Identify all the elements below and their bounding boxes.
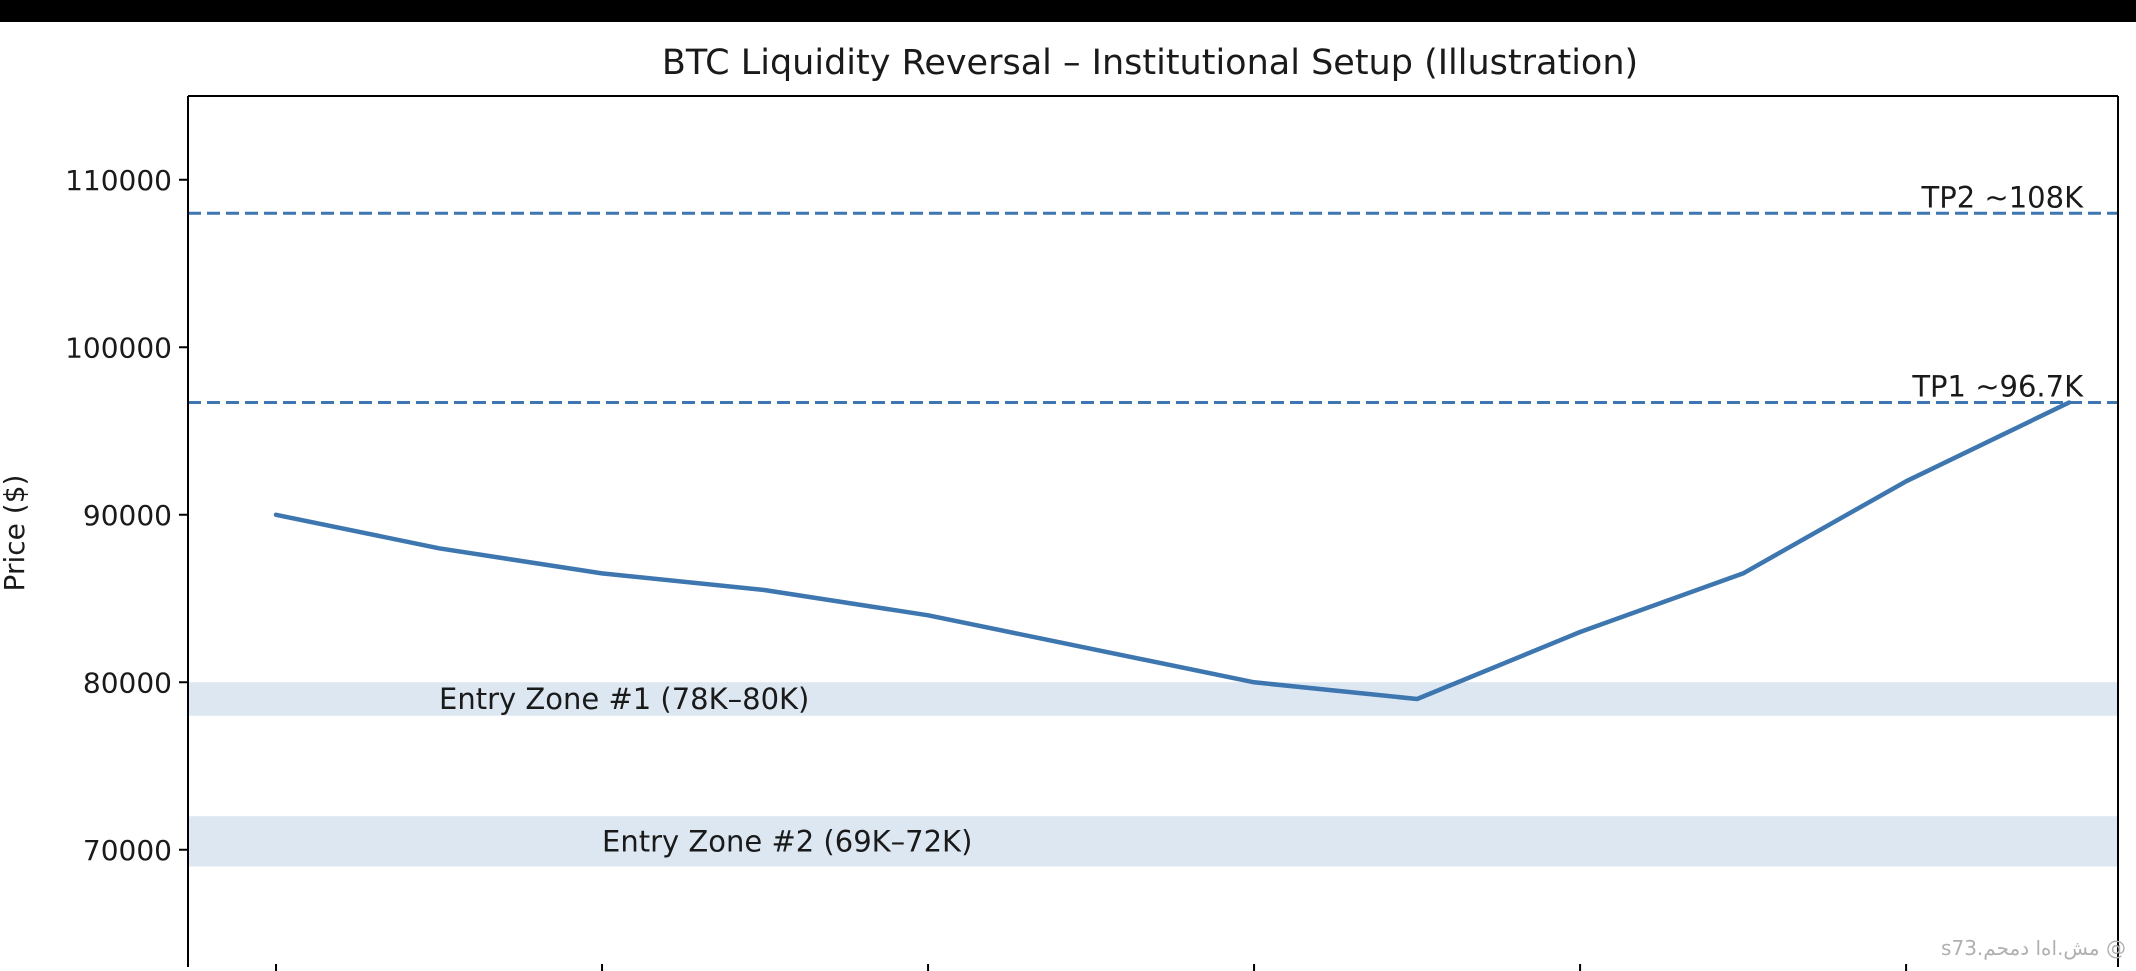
annotations: Entry Zone #1 (78K–80K) Entry Zone #2 (69… bbox=[439, 180, 2084, 858]
y-axis-label: Price ($) bbox=[0, 475, 31, 592]
entry-zones bbox=[188, 682, 2118, 867]
chart-title: BTC Liquidity Reversal – Institutional S… bbox=[662, 43, 1638, 83]
axes bbox=[187, 95, 2119, 967]
y-tick-label: 100000 bbox=[65, 331, 172, 364]
tp1-label: TP1 ~96.7K bbox=[1911, 370, 2084, 404]
y-tick-label: 70000 bbox=[83, 834, 172, 867]
top-bar bbox=[0, 0, 2136, 22]
entry-zone-1 bbox=[188, 682, 2118, 716]
target-lines bbox=[188, 211, 2118, 405]
y-tick-label: 110000 bbox=[65, 164, 172, 197]
tp2-label: TP2 ~108K bbox=[1921, 180, 2085, 214]
entry-zone-2 bbox=[188, 816, 2118, 867]
price-series bbox=[273, 400, 2072, 702]
price-line bbox=[273, 400, 2072, 702]
entry-zone-1-label: Entry Zone #1 (78K–80K) bbox=[439, 682, 809, 716]
y-tick-label: 90000 bbox=[83, 499, 172, 532]
y-tick-label: 80000 bbox=[83, 666, 172, 699]
entry-zone-2-label: Entry Zone #2 (69K–72K) bbox=[602, 824, 972, 858]
watermark: s73.مش.اه‌ا دمحم @ bbox=[1941, 936, 2126, 960]
ticks: 70000 80000 90000 100000 110000 bbox=[65, 164, 1908, 971]
